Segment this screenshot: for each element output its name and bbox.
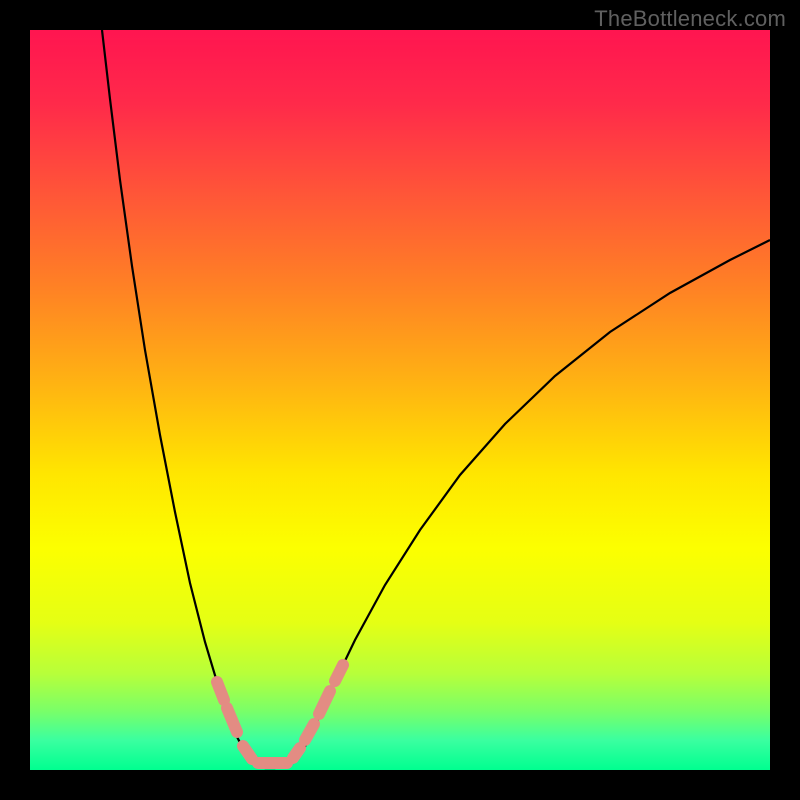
chart-container [30, 30, 770, 770]
bead-segment [293, 748, 300, 758]
bottleneck-curve-chart [30, 30, 770, 770]
bead-segment [335, 665, 343, 681]
bead-segment [305, 724, 314, 740]
bead-segment [243, 746, 252, 759]
watermark-label: TheBottleneck.com [594, 6, 786, 32]
chart-background [30, 30, 770, 770]
bead-segment [217, 682, 224, 700]
